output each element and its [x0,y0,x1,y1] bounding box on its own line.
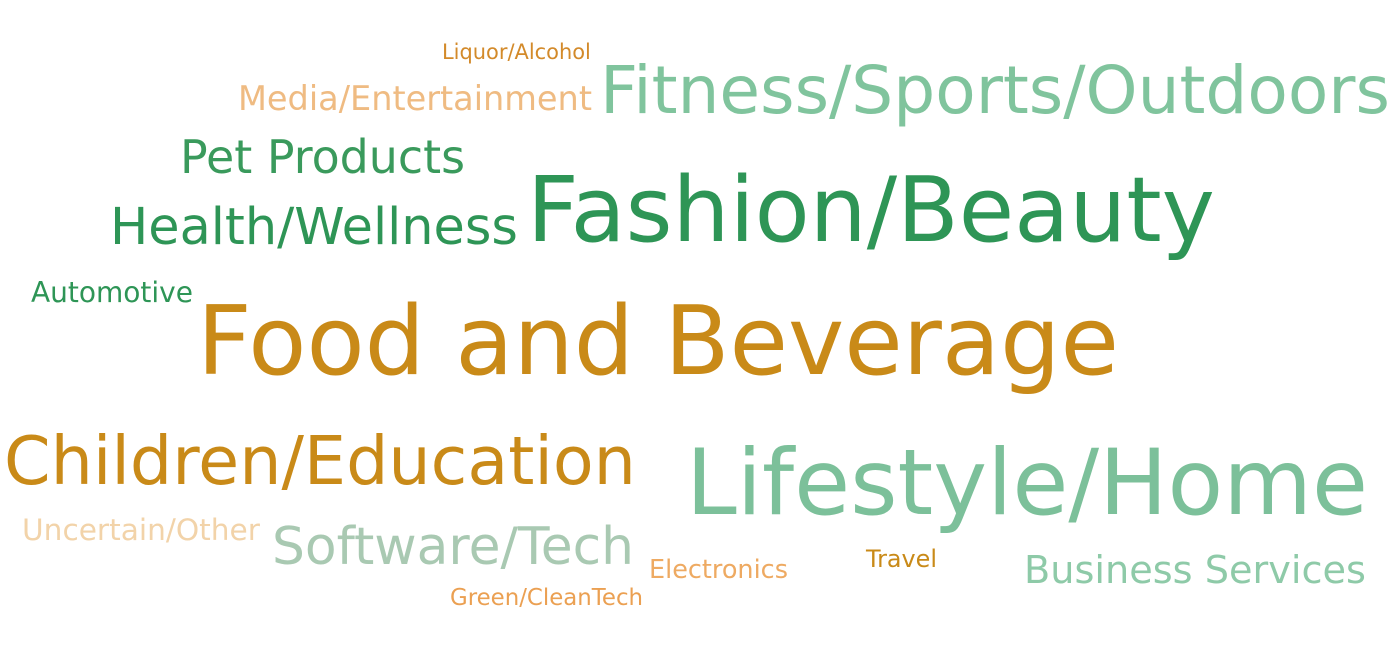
word-green-cleantech: Green/CleanTech [450,584,643,611]
word-automotive: Automotive [31,276,193,310]
word-fashion-beauty: Fashion/Beauty [527,157,1215,263]
word-fitness-sports-outdoors: Fitness/Sports/Outdoors [600,51,1390,129]
word-electronics: Electronics [649,554,788,585]
word-uncertain-other: Uncertain/Other [22,513,260,548]
word-pet-products: Pet Products [180,130,466,185]
word-health-wellness: Health/Wellness [110,197,518,257]
word-children-education: Children/Education [4,421,636,500]
word-liquor-alcohol: Liquor/Alcohol [442,39,591,64]
word-travel: Travel [866,545,937,574]
word-lifestyle-home: Lifestyle/Home [686,430,1368,537]
word-media-entertainment: Media/Entertainment [238,79,592,119]
word-business-services: Business Services [1024,548,1366,593]
word-food-and-beverage: Food and Beverage [197,287,1119,398]
word-software-tech: Software/Tech [272,517,635,578]
